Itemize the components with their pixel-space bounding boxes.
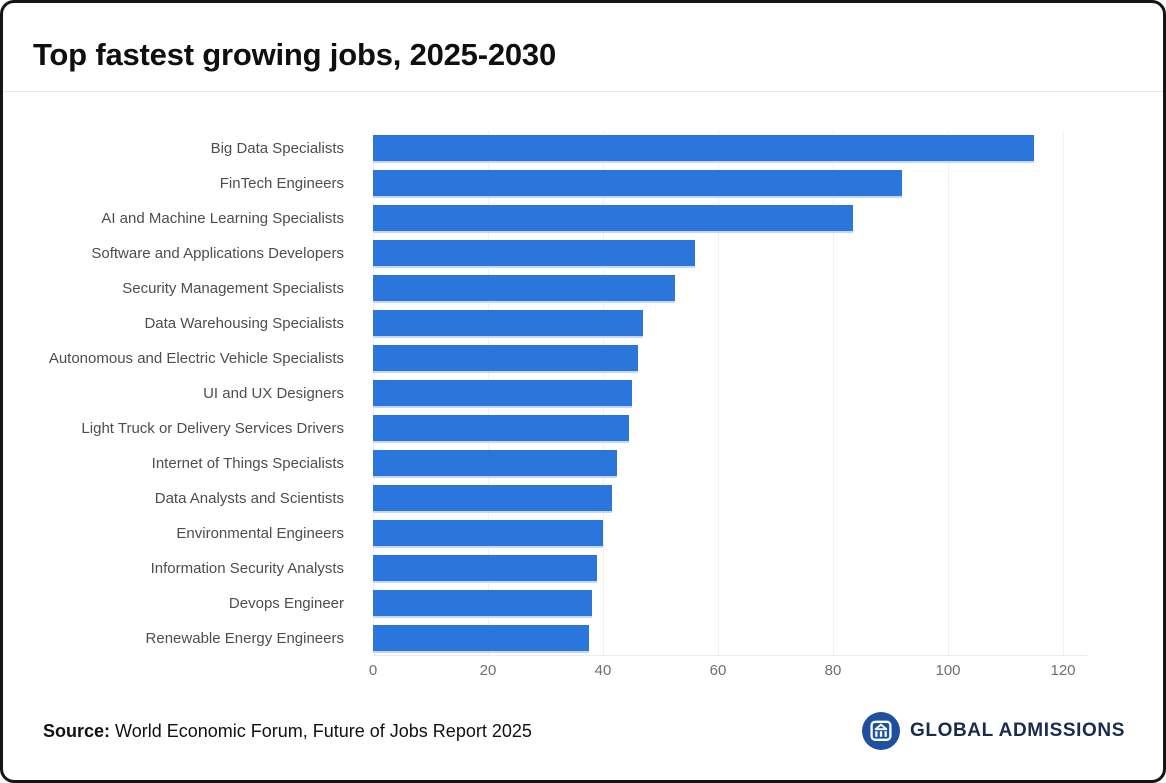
bar: [373, 309, 644, 338]
bar-row: Environmental Engineers: [3, 516, 1087, 551]
bar: [373, 379, 632, 408]
bar-row: Information Security Analysts: [3, 551, 1087, 586]
source-text: Source: World Economic Forum, Future of …: [43, 720, 532, 741]
x-axis: 0 20 40 60 80 100 120: [369, 660, 1087, 686]
bar: [373, 484, 612, 513]
bar-track: [373, 274, 1087, 303]
bar-track: [373, 624, 1087, 653]
bar: [373, 519, 603, 548]
x-tick-label: 40: [594, 662, 612, 679]
x-tick-label: 80: [824, 662, 842, 679]
bar-row: Internet of Things Specialists: [3, 446, 1087, 481]
gridline: [833, 131, 834, 656]
building-icon: [862, 712, 900, 750]
logo-text: GLOBAL ADMISSIONS: [910, 720, 1125, 741]
category-label: Software and Applications Developers: [91, 245, 344, 262]
bar-row: UI and UX Designers: [3, 376, 1087, 411]
plot-baseline: [373, 655, 1087, 656]
gridline: [948, 131, 949, 656]
bar: [373, 134, 1035, 163]
bar: [373, 554, 598, 583]
bar: [373, 449, 618, 478]
bar-row: Big Data Specialists: [3, 131, 1087, 166]
x-tick-label: 100: [935, 662, 961, 679]
bar-track: [373, 309, 1087, 338]
bar-row: AI and Machine Learning Specialists: [3, 201, 1087, 236]
bar: [373, 414, 629, 443]
bar: [373, 239, 695, 268]
bar-row: Light Truck or Delivery Services Drivers: [3, 411, 1087, 446]
bar: [373, 204, 854, 233]
category-label: UI and UX Designers: [203, 385, 344, 402]
bar: [373, 589, 592, 618]
source-label: Source:: [43, 720, 111, 741]
category-label: Autonomous and Electric Vehicle Speciali…: [48, 350, 344, 367]
x-tick-label: 0: [368, 662, 378, 679]
bar-track: [373, 239, 1087, 268]
category-label: Light Truck or Delivery Services Drivers: [81, 420, 344, 437]
bar-row: FinTech Engineers: [3, 166, 1087, 201]
bar-track: [373, 414, 1087, 443]
bar: [373, 344, 638, 373]
x-tick-label: 60: [709, 662, 727, 679]
plot-area: Big Data Specialists FinTech Engineers AI …: [3, 131, 1087, 656]
bar-chart: Big Data Specialists FinTech Engineers AI …: [3, 131, 1163, 686]
category-label: Environmental Engineers: [176, 525, 344, 542]
category-label: Data Warehousing Specialists: [144, 315, 344, 332]
bar-track: [373, 519, 1087, 548]
category-label: FinTech Engineers: [219, 175, 344, 192]
gridline: [1063, 131, 1064, 656]
bar: [373, 274, 675, 303]
footer: Source: World Economic Forum, Future of …: [3, 712, 1163, 780]
category-label: Big Data Specialists: [210, 140, 344, 157]
bar-rows: Big Data Specialists FinTech Engineers AI …: [3, 131, 1087, 656]
bar-track: [373, 169, 1087, 198]
category-label: Security Management Specialists: [122, 280, 344, 297]
bar-row: Devops Engineer: [3, 586, 1087, 621]
bar: [373, 624, 589, 653]
x-tick-label: 20: [479, 662, 497, 679]
bar-row: Data Warehousing Specialists: [3, 306, 1087, 341]
bar: [373, 169, 902, 198]
x-tick-label: 120: [1050, 662, 1076, 679]
global-admissions-logo: GLOBAL ADMISSIONS: [862, 712, 1125, 750]
chart-header: Top fastest growing jobs, 2025-2030: [3, 3, 1163, 91]
page-title: Top fastest growing jobs, 2025-2030: [33, 37, 557, 72]
category-label: Renewable Energy Engineers: [145, 630, 344, 647]
bar-track: [373, 204, 1087, 233]
bar-track: [373, 554, 1087, 583]
bar-track: [373, 589, 1087, 618]
bar-row: Security Management Specialists: [3, 271, 1087, 306]
gridline: [718, 131, 719, 656]
bar-track: [373, 134, 1087, 163]
bar-track: [373, 449, 1087, 478]
category-label: Data Analysts and Scientists: [154, 490, 344, 507]
category-label: Information Security Analysts: [150, 560, 344, 577]
title-divider: [3, 91, 1163, 92]
bar-track: [373, 379, 1087, 408]
category-label: Internet of Things Specialists: [151, 455, 344, 472]
category-label: Devops Engineer: [228, 595, 344, 612]
bar-row: Software and Applications Developers: [3, 236, 1087, 271]
bar-track: [373, 344, 1087, 373]
bar-row: Renewable Energy Engineers: [3, 621, 1087, 656]
bar-row: Autonomous and Electric Vehicle Speciali…: [3, 341, 1087, 376]
category-label: AI and Machine Learning Specialists: [101, 210, 344, 227]
bar-track: [373, 484, 1087, 513]
bar-row: Data Analysts and Scientists: [3, 481, 1087, 516]
